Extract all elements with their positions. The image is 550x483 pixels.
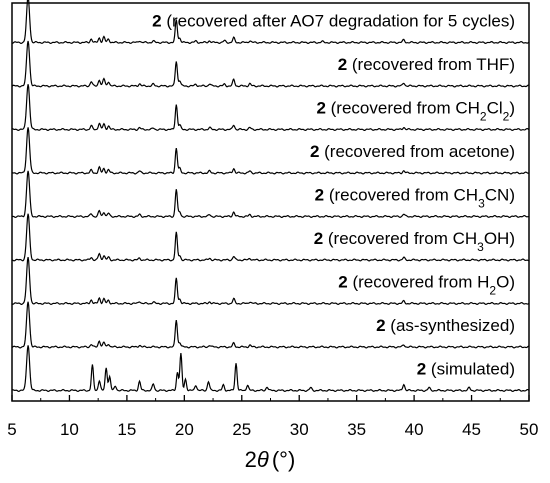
x-tick-label: 30 bbox=[290, 420, 309, 439]
label-part: (as-synthesized) bbox=[386, 316, 515, 335]
label-part: 2 bbox=[314, 229, 323, 248]
label-part: 3 bbox=[478, 197, 485, 211]
pattern-label: 2 (recovered from acetone) bbox=[310, 142, 515, 161]
pattern-label: 2 (recovered from CH2Cl2) bbox=[316, 99, 515, 124]
label-part: 2 bbox=[152, 12, 161, 31]
x-tick-label: 35 bbox=[347, 420, 366, 439]
pattern-label: 2 (simulated) bbox=[417, 360, 515, 379]
plot-area: 2 (recovered after AO7 degradation for 5… bbox=[11, 0, 530, 402]
x-tick-label: 20 bbox=[175, 420, 194, 439]
pattern-label: 2 (as-synthesized) bbox=[376, 316, 515, 335]
label-part: Cl bbox=[487, 99, 503, 118]
label-part: CN) bbox=[485, 186, 515, 205]
xrd-trace bbox=[11, 213, 530, 262]
label-part: 3 bbox=[477, 240, 484, 254]
pattern-label: 2 (recovered after AO7 degradation for 5… bbox=[152, 12, 515, 31]
x-tick-label: 50 bbox=[520, 420, 539, 439]
label-part: (simulated) bbox=[426, 360, 515, 379]
x-tick-label: 40 bbox=[405, 420, 424, 439]
pattern-label: 2 (recovered from CH3CN) bbox=[315, 186, 515, 211]
label-part: 2 bbox=[310, 142, 319, 161]
pattern-label: 2 (recovered from THF) bbox=[338, 55, 515, 74]
label-part: 2 bbox=[338, 273, 347, 292]
label-part: ) bbox=[509, 99, 515, 118]
x-axis-title-prefix: 2 bbox=[245, 447, 257, 472]
label-part: (recovered from H bbox=[348, 273, 490, 292]
x-axis-title: 2θ (°) bbox=[245, 447, 296, 472]
label-part: 2 bbox=[503, 110, 510, 124]
label-part: 2 bbox=[316, 99, 325, 118]
x-axis: 5 10 15 20 25 30 35 40 45 50 bbox=[7, 395, 538, 439]
label-part: 2 bbox=[417, 360, 426, 379]
xrd-trace bbox=[11, 170, 530, 219]
label-part: 2 bbox=[480, 110, 487, 124]
label-part: OH) bbox=[484, 229, 515, 248]
xrd-trace bbox=[11, 40, 530, 88]
label-part: (recovered after AO7 degradation for 5 c… bbox=[162, 12, 515, 31]
x-axis-title-theta: θ bbox=[257, 447, 269, 472]
label-part: (recovered from CH bbox=[323, 229, 477, 248]
label-part: 2 bbox=[376, 316, 385, 335]
x-tick-label: 5 bbox=[7, 420, 16, 439]
x-tick-label: 15 bbox=[117, 420, 136, 439]
xrd-trace bbox=[11, 345, 530, 393]
label-part: 2 bbox=[489, 284, 496, 298]
x-tick-label: 25 bbox=[232, 420, 251, 439]
x-tick-label: 10 bbox=[60, 420, 79, 439]
label-part: O) bbox=[496, 273, 515, 292]
label-part: (recovered from THF) bbox=[347, 55, 515, 74]
xrd-trace bbox=[11, 0, 530, 45]
x-tick-label: 45 bbox=[462, 420, 481, 439]
label-part: 2 bbox=[338, 55, 347, 74]
xrd-traces bbox=[11, 0, 530, 393]
label-part: 2 bbox=[315, 186, 324, 205]
pattern-label: 2 (recovered from H2O) bbox=[338, 273, 515, 298]
x-axis-title-unit: (°) bbox=[272, 447, 295, 472]
xrd-trace bbox=[11, 84, 530, 132]
pattern-label: 2 (recovered from CH3OH) bbox=[314, 229, 515, 254]
label-part: (recovered from CH bbox=[324, 186, 478, 205]
xrd-trace bbox=[11, 301, 530, 349]
label-part: (recovered from CH bbox=[326, 99, 480, 118]
pattern-labels: 2 (recovered after AO7 degradation for 5… bbox=[152, 12, 515, 379]
xrd-trace bbox=[11, 127, 530, 175]
label-part: (recovered from acetone) bbox=[319, 142, 515, 161]
xrd-trace bbox=[11, 257, 530, 306]
